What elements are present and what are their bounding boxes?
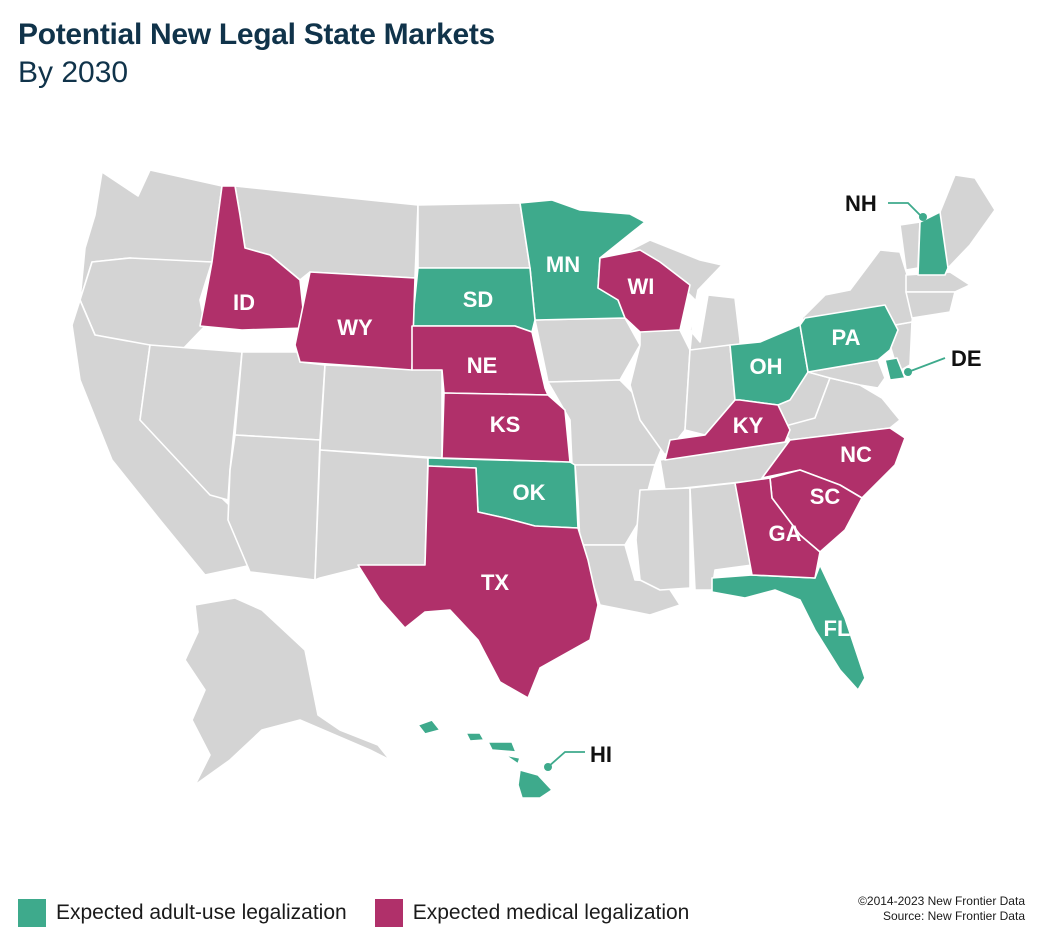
label-nh: NH [845, 191, 877, 216]
label-oh: OH [750, 354, 783, 379]
map-title: Potential New Legal State Markets [18, 18, 495, 51]
label-ky: KY [733, 413, 764, 438]
label-ne: NE [467, 353, 498, 378]
state-co [319, 364, 443, 459]
label-de: DE [951, 346, 982, 371]
de-callout-line [907, 357, 946, 373]
state-il [629, 329, 691, 456]
state-wi[interactable] [597, 249, 691, 333]
label-sd: SD [463, 287, 494, 312]
state-ga[interactable] [734, 477, 821, 579]
state-de[interactable] [884, 357, 906, 381]
label-tx: TX [481, 570, 509, 595]
state-ks[interactable] [441, 392, 571, 463]
legend-adult-use-label: Expected adult-use legalization [56, 901, 347, 924]
state-me [939, 174, 996, 269]
state-la [579, 544, 681, 616]
label-mn: MN [546, 252, 580, 277]
credits: ©2014-2023 New Frontier Data Source: New… [858, 894, 1025, 924]
state-nd [417, 202, 531, 269]
label-ok: OK [513, 480, 546, 505]
state-ms [635, 487, 691, 591]
medical-swatch [374, 899, 403, 927]
state-nh[interactable] [917, 211, 949, 276]
label-ga: GA [769, 521, 802, 546]
nh-callout-dot [919, 213, 927, 221]
hi-callout-dot [544, 763, 552, 771]
hi-callout-line [547, 751, 585, 768]
state-wy[interactable] [294, 271, 416, 371]
callout-dots [544, 213, 927, 771]
state-id[interactable] [199, 185, 306, 331]
state-tx[interactable] [357, 465, 599, 699]
state-ky[interactable] [664, 399, 791, 461]
state-ca [71, 299, 253, 576]
legend-medical-label: Expected medical legalization [412, 901, 690, 924]
state-hi[interactable] [417, 719, 553, 799]
state-labels: ID WY SD MN WI NE KS OK TX KY OH PA NC S… [233, 252, 872, 641]
state-ut [234, 351, 326, 441]
state-ia [534, 317, 641, 383]
callout-lines [547, 202, 946, 768]
state-ct-ri [905, 291, 956, 319]
label-wi: WI [628, 274, 655, 299]
label-ks: KS [490, 412, 521, 437]
label-sc: SC [810, 484, 841, 509]
state-pa[interactable] [799, 304, 899, 373]
label-wy: WY [337, 315, 373, 340]
de-callout-dot [904, 368, 912, 376]
callout-labels: NH DE HI [590, 191, 982, 767]
legend-item-medical: Expected medical legalization [374, 899, 690, 927]
state-nm [314, 449, 429, 581]
legend-item-adult-use: Expected adult-use legalization [18, 899, 347, 927]
map-legend: Expected adult-use legalization Expected… [18, 898, 717, 928]
label-id: ID [233, 290, 255, 315]
label-fl: FL [824, 616, 851, 641]
label-nc: NC [840, 442, 872, 467]
adult-use-swatch [18, 899, 46, 927]
source-text: Source: New Frontier Data [882, 909, 1025, 923]
state-ak [184, 597, 391, 786]
copyright-text: ©2014-2023 New Frontier Data [858, 894, 1025, 908]
nh-callout-line [888, 202, 923, 218]
label-hi: HI [590, 742, 612, 767]
map-subtitle: By 2030 [18, 56, 129, 89]
label-pa: PA [832, 325, 861, 350]
